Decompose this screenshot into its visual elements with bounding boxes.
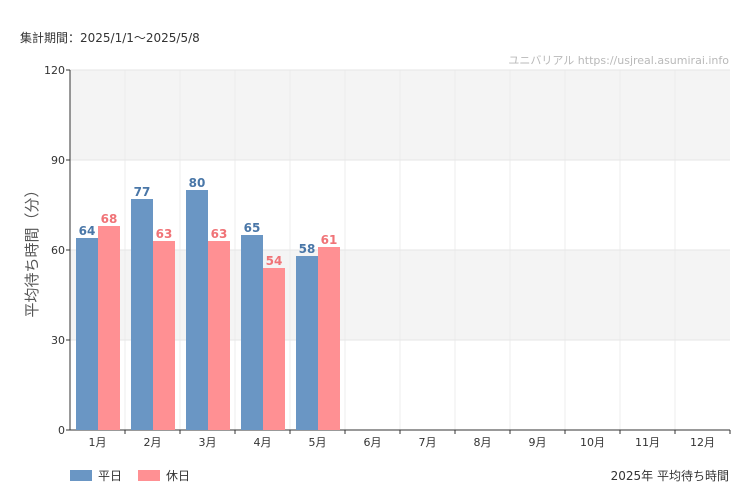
bar — [208, 241, 230, 430]
y-axis-title: 平均待ち時間（分） — [23, 182, 41, 317]
legend-item-weekday[interactable]: 平日 — [70, 467, 122, 484]
x-tick-label: 8月 — [474, 436, 492, 449]
x-tick-label: 4月 — [254, 436, 272, 449]
y-tick-label: 0 — [58, 424, 65, 437]
x-tick-label: 5月 — [309, 436, 327, 449]
legend: 平日 休日 — [70, 467, 190, 484]
bar — [131, 199, 153, 430]
bar — [153, 241, 175, 430]
data-label: 54 — [266, 254, 283, 268]
x-tick-label: 3月 — [199, 436, 217, 449]
y-tick-label: 90 — [51, 154, 65, 167]
data-label: 63 — [211, 227, 228, 241]
x-tick-label: 7月 — [419, 436, 437, 449]
y-tick-label: 120 — [44, 64, 65, 77]
credit-text: ユニバリアル https://usjreal.asumirai.info — [508, 54, 729, 67]
legend-swatch-weekday — [70, 470, 92, 481]
bar — [263, 268, 285, 430]
x-tick-label: 11月 — [635, 436, 660, 449]
x-tick-label: 9月 — [529, 436, 547, 449]
data-label: 63 — [156, 227, 173, 241]
bar — [318, 247, 340, 430]
bar — [296, 256, 318, 430]
legend-label-weekday: 平日 — [98, 469, 123, 483]
period-text: 集計期間：2025/1/1～2025/5/8 — [20, 31, 200, 45]
x-tick-label: 2月 — [144, 436, 162, 449]
data-label: 68 — [101, 212, 118, 226]
legend-swatch-holiday — [138, 470, 161, 481]
x-tick-label: 6月 — [364, 436, 382, 449]
data-label: 58 — [299, 242, 316, 256]
data-label: 61 — [321, 233, 338, 247]
footer-title: 2025年 平均待ち時間 — [610, 469, 729, 483]
bar — [241, 235, 263, 430]
y-tick-label: 30 — [51, 334, 65, 347]
legend-label-holiday: 休日 — [166, 469, 191, 483]
x-tick-label: 1月 — [89, 436, 107, 449]
data-label: 64 — [79, 224, 96, 238]
bar — [98, 226, 120, 430]
legend-item-holiday[interactable]: 休日 — [138, 467, 190, 484]
x-tick-label: 10月 — [580, 436, 605, 449]
bar — [76, 238, 98, 430]
y-tick-label: 60 — [51, 244, 65, 257]
bar — [186, 190, 208, 430]
x-tick-label: 12月 — [690, 436, 715, 449]
data-label: 65 — [244, 221, 261, 235]
data-label: 77 — [134, 185, 151, 199]
data-label: 80 — [189, 176, 206, 190]
